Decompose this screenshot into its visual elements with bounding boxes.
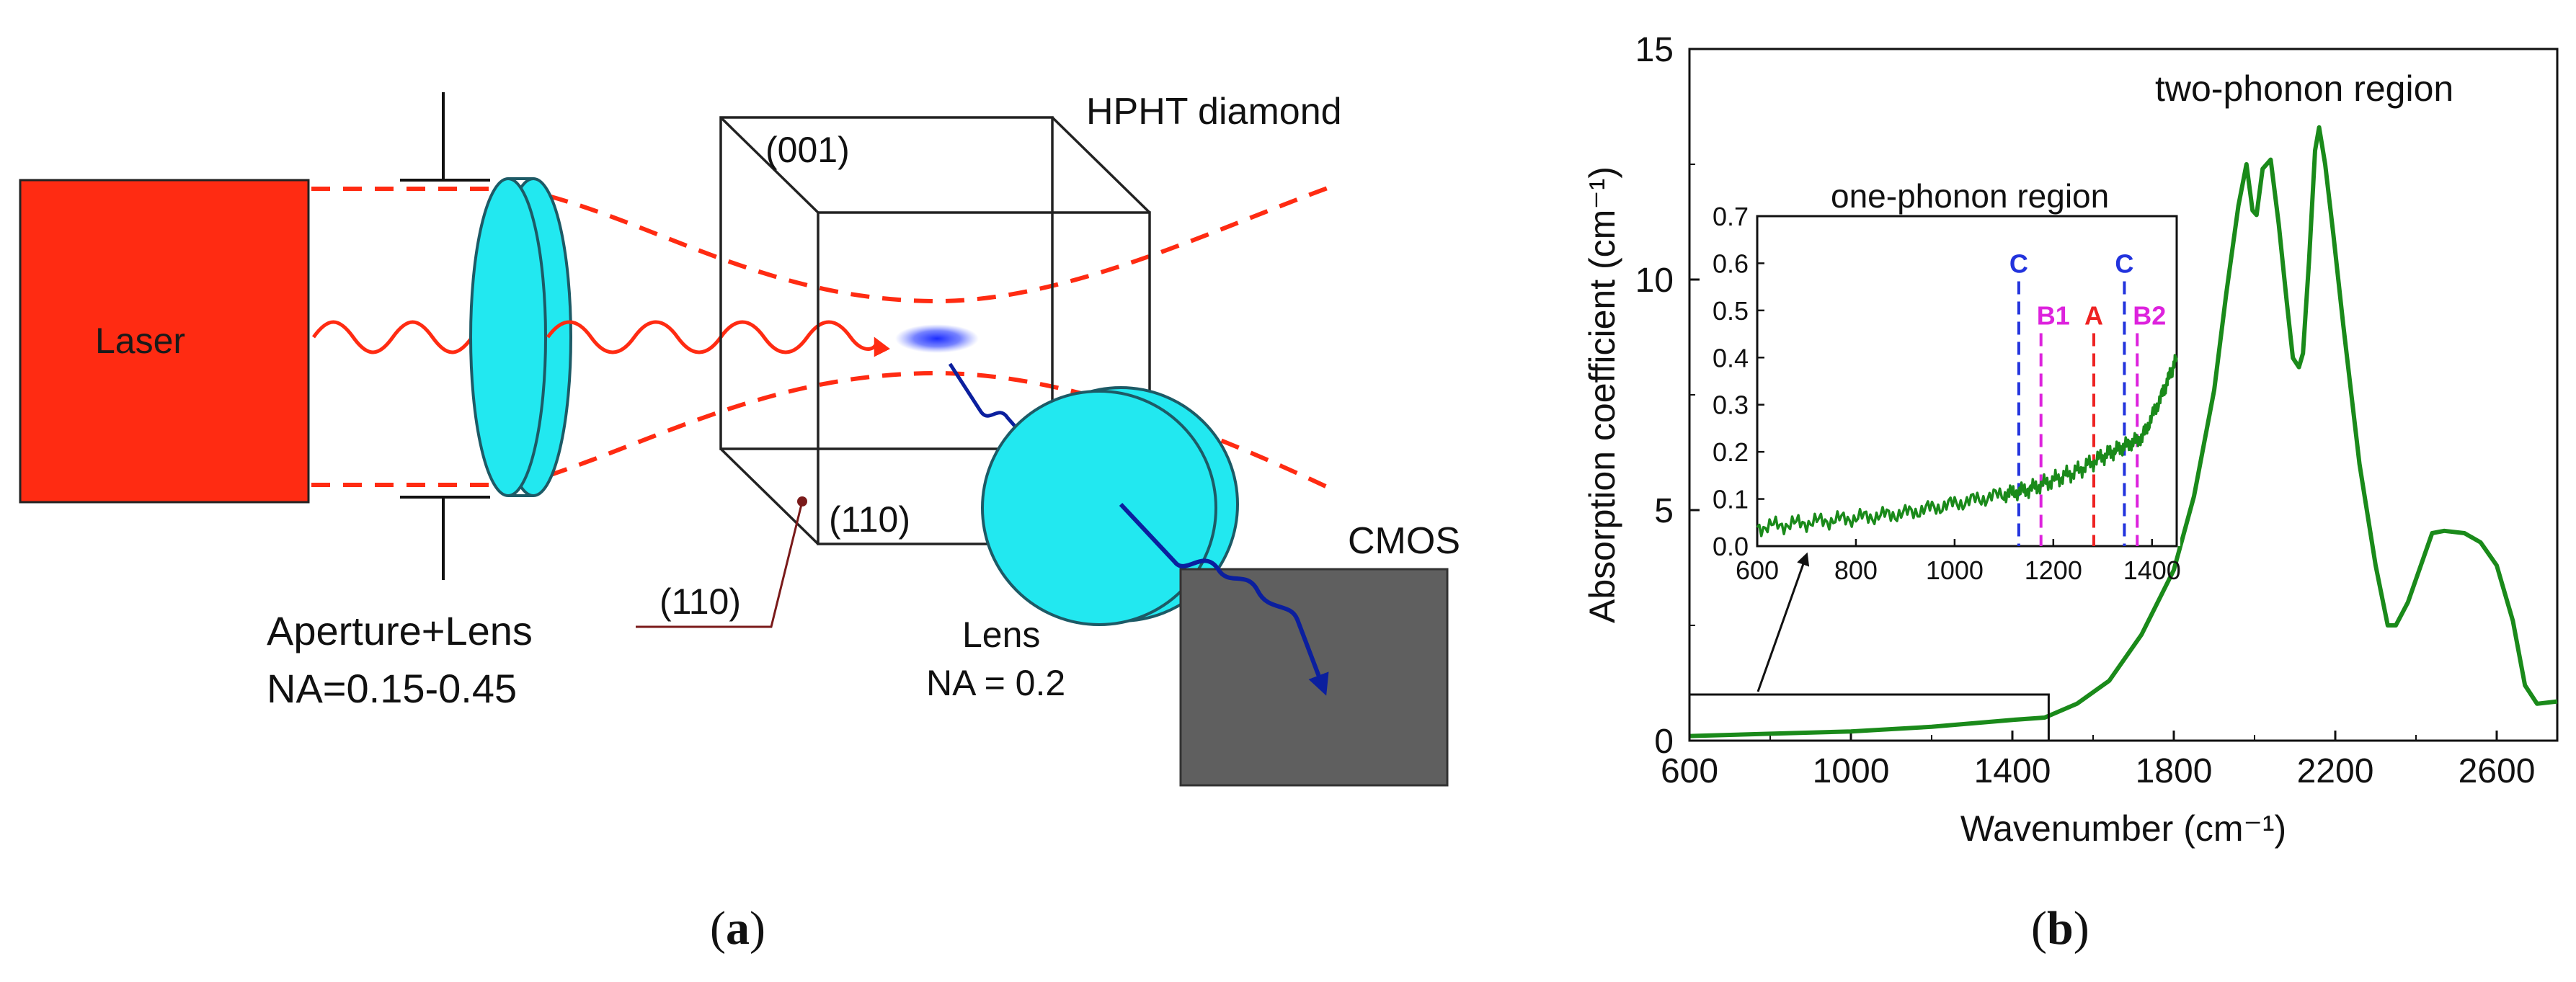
cube-hidden-edges <box>721 117 1054 450</box>
aperture-label: Aperture+Lens <box>267 608 533 653</box>
main-y-tick-label: 15 <box>1635 31 1674 69</box>
inset-series-line <box>1756 354 2178 537</box>
main-axis-ticks: 600 1000 1400 1800 2200 2600 0 5 10 15 <box>1635 31 2536 790</box>
zoom-arrow <box>1756 552 1810 692</box>
face-top-label: (001) <box>765 130 850 170</box>
main-x-tick-label: 2600 <box>2459 752 2536 790</box>
focal-spot <box>895 324 979 353</box>
inset-y-tick-label: 0.0 <box>1713 532 1749 561</box>
laser-label: Laser <box>95 321 185 361</box>
zoom-box <box>1688 693 2050 742</box>
emission-wave-2 <box>1119 502 1329 696</box>
inset-background <box>1719 215 2180 546</box>
inset-marker-label: B1 <box>2037 300 2070 330</box>
aperture-na-label: NA=0.15-0.45 <box>267 666 517 711</box>
face-front-label: (110) <box>829 499 910 540</box>
inset-marker-label: C <box>2009 249 2028 279</box>
main-series-group <box>1689 125 2558 738</box>
inset-y-tick-label: 0.6 <box>1713 249 1749 278</box>
inset-x-tick-label: 600 <box>1736 555 1779 585</box>
lens-label: Lens <box>962 615 1040 655</box>
caption-a: (a) <box>710 902 765 955</box>
crystal-label: HPHT diamond <box>1086 91 1342 133</box>
caption-b: (b) <box>2031 902 2089 955</box>
aperture-plates <box>400 92 490 580</box>
main-series-line <box>1689 125 2558 738</box>
face-side-label: (110) <box>659 581 741 622</box>
panel-a-setup-diagram: Laser <box>19 91 1460 955</box>
main-y-tick-label: 0 <box>1654 723 1674 761</box>
inset-x-tick-label: 1200 <box>2025 555 2082 585</box>
inset-x-tick-label: 1000 <box>1926 555 1984 585</box>
inset-x-tick-label: 1400 <box>2123 555 2181 585</box>
inset-y-tick-label: 0.5 <box>1713 296 1749 326</box>
main-y-tick-label: 5 <box>1654 492 1674 530</box>
inset-axis-ticks: 600 800 1000 1200 1400 0.0 0.1 0.2 0.3 0.4 0.5 0.6 0… <box>1713 202 2181 585</box>
emission-wave-1 <box>948 362 1025 437</box>
sensor-label: CMOS <box>1348 520 1460 562</box>
inset-y-tick-label: 0.7 <box>1713 202 1749 231</box>
inset-y-tick-label: 0.2 <box>1713 437 1749 467</box>
inset-x-tick-label: 800 <box>1834 555 1878 585</box>
cmos-sensor <box>1179 568 1449 787</box>
inset-chart-title: one-phonon region <box>1831 177 2109 215</box>
main-y-tick-label: 10 <box>1635 262 1674 300</box>
face-side-leader <box>636 501 804 628</box>
lens-na-label: NA = 0.2 <box>926 663 1065 703</box>
inset-y-tick-label: 0.4 <box>1713 343 1749 372</box>
main-chart-title: two-phonon region <box>2155 68 2453 109</box>
caption-a-letter: a <box>726 902 750 955</box>
inset-y-tick-label: 0.3 <box>1713 390 1749 420</box>
inset-marker-label: B2 <box>2133 300 2166 330</box>
beam-envelope <box>311 184 1335 492</box>
main-x-tick-label: 2200 <box>2297 752 2374 790</box>
inset-plot-frame <box>1756 215 2178 548</box>
inset-series-group <box>1756 354 2178 537</box>
laser-box <box>19 179 310 504</box>
main-x-tick-label: 1400 <box>1974 752 2051 790</box>
main-x-tick-label: 1800 <box>2136 752 2213 790</box>
inset-y-tick-label: 0.1 <box>1713 485 1749 514</box>
aperture-lens <box>469 177 572 497</box>
panel-b-chart: 600 1000 1400 1800 2200 2600 0 5 10 15 two-phonon… <box>1582 31 2559 955</box>
y-axis-label: Absorption coefficient (cm⁻¹) <box>1582 166 1622 623</box>
x-axis-label: Wavenumber (cm⁻¹) <box>1960 808 2286 849</box>
main-x-tick-label: 600 <box>1661 752 1718 790</box>
inset-marker-label: C <box>2115 249 2133 279</box>
main-x-tick-label: 1000 <box>1813 752 1890 790</box>
inset-marker-label: A <box>2084 300 2103 330</box>
caption-b-letter: b <box>2047 902 2074 955</box>
excitation-wave <box>546 320 891 357</box>
